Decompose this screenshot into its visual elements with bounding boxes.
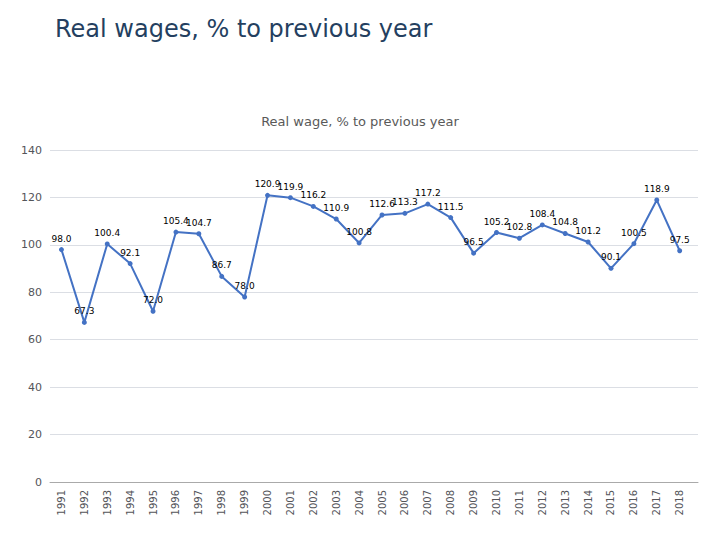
- svg-text:Real wage, % to previous year: Real wage, % to previous year: [261, 114, 459, 129]
- svg-text:2006: 2006: [399, 490, 410, 515]
- svg-text:2008: 2008: [445, 490, 456, 515]
- svg-text:2003: 2003: [331, 490, 342, 515]
- svg-text:1997: 1997: [193, 490, 204, 515]
- svg-text:111.5: 111.5: [438, 202, 464, 212]
- svg-text:2001: 2001: [285, 490, 296, 515]
- svg-text:80: 80: [28, 286, 42, 299]
- svg-text:104.8: 104.8: [552, 217, 579, 228]
- svg-text:2012: 2012: [537, 490, 548, 515]
- svg-text:2018: 2018: [674, 490, 685, 515]
- svg-text:98.0: 98.0: [51, 234, 71, 244]
- svg-text:116.2: 116.2: [300, 190, 326, 200]
- svg-text:118.9: 118.9: [644, 184, 670, 194]
- svg-text:78.0: 78.0: [235, 281, 255, 291]
- svg-text:2010: 2010: [491, 490, 502, 515]
- svg-text:113.3: 113.3: [392, 197, 418, 207]
- svg-text:120: 120: [21, 191, 42, 204]
- svg-text:86.7: 86.7: [212, 260, 232, 270]
- svg-text:1998: 1998: [216, 490, 227, 515]
- svg-text:2014: 2014: [583, 490, 594, 515]
- svg-text:2000: 2000: [262, 490, 273, 515]
- svg-text:0: 0: [35, 476, 42, 489]
- svg-text:102.8: 102.8: [507, 222, 533, 232]
- svg-text:2017: 2017: [651, 490, 662, 515]
- svg-text:2007: 2007: [422, 490, 433, 515]
- svg-text:2016: 2016: [628, 490, 639, 515]
- svg-text:105.4: 105.4: [163, 216, 189, 227]
- svg-text:96.5: 96.5: [464, 237, 484, 247]
- svg-text:1991: 1991: [56, 490, 67, 515]
- svg-text:1996: 1996: [170, 490, 181, 515]
- svg-text:100.5: 100.5: [621, 228, 647, 238]
- svg-text:2015: 2015: [605, 490, 616, 515]
- svg-text:1994: 1994: [125, 490, 136, 515]
- svg-text:97.5: 97.5: [670, 235, 690, 245]
- svg-text:2005: 2005: [377, 490, 388, 515]
- svg-text:100.4: 100.4: [94, 228, 120, 238]
- svg-text:112.6: 112.6: [369, 199, 395, 209]
- svg-text:100.8: 100.8: [346, 227, 372, 237]
- svg-text:110.9: 110.9: [323, 203, 349, 213]
- svg-text:2009: 2009: [468, 490, 479, 515]
- svg-text:119.9: 119.9: [277, 181, 304, 192]
- svg-text:92.1: 92.1: [120, 248, 140, 258]
- svg-text:2004: 2004: [354, 490, 365, 515]
- svg-text:67.3: 67.3: [74, 306, 94, 316]
- svg-text:100: 100: [21, 238, 42, 251]
- svg-text:105.2: 105.2: [484, 217, 510, 227]
- svg-text:1992: 1992: [79, 490, 90, 515]
- svg-text:104.7: 104.7: [186, 218, 212, 228]
- svg-text:140: 140: [21, 144, 42, 157]
- svg-text:60: 60: [28, 333, 42, 346]
- svg-text:40: 40: [28, 381, 42, 394]
- svg-text:90.1: 90.1: [601, 252, 621, 262]
- svg-text:20: 20: [28, 428, 42, 441]
- svg-text:101.2: 101.2: [575, 226, 601, 236]
- svg-text:120.9: 120.9: [254, 179, 281, 190]
- svg-text:72.0: 72.0: [143, 295, 163, 305]
- svg-text:2011: 2011: [514, 490, 525, 515]
- svg-text:2002: 2002: [308, 490, 319, 515]
- svg-text:2013: 2013: [560, 490, 571, 515]
- svg-text:1993: 1993: [102, 490, 113, 515]
- svg-text:1995: 1995: [148, 490, 159, 515]
- svg-text:1999: 1999: [239, 490, 250, 515]
- svg-text:117.2: 117.2: [415, 188, 441, 198]
- svg-text:108.4: 108.4: [529, 208, 556, 219]
- svg-text:Real wages, % to previous year: Real wages, % to previous year: [55, 15, 433, 43]
